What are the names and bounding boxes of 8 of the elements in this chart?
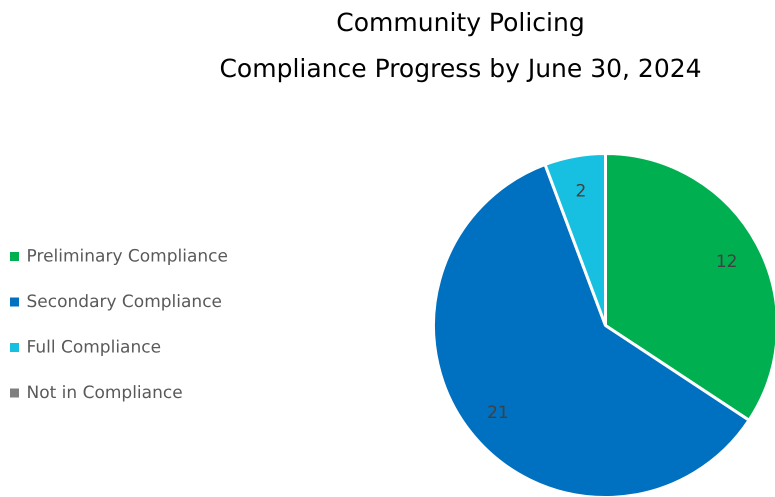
legend-label: Not in Compliance [26,383,183,403]
legend-label: Full Compliance [26,338,162,358]
legend-label: Preliminary Compliance [26,246,228,266]
data-label: 21 [487,402,509,423]
chart-title: Community Policing Compliance Progress by June 30, 2024 [219,8,702,83]
legend-label: Secondary Compliance [26,292,222,312]
data-label: 2 [576,182,586,202]
data-label: 12 [716,252,738,272]
